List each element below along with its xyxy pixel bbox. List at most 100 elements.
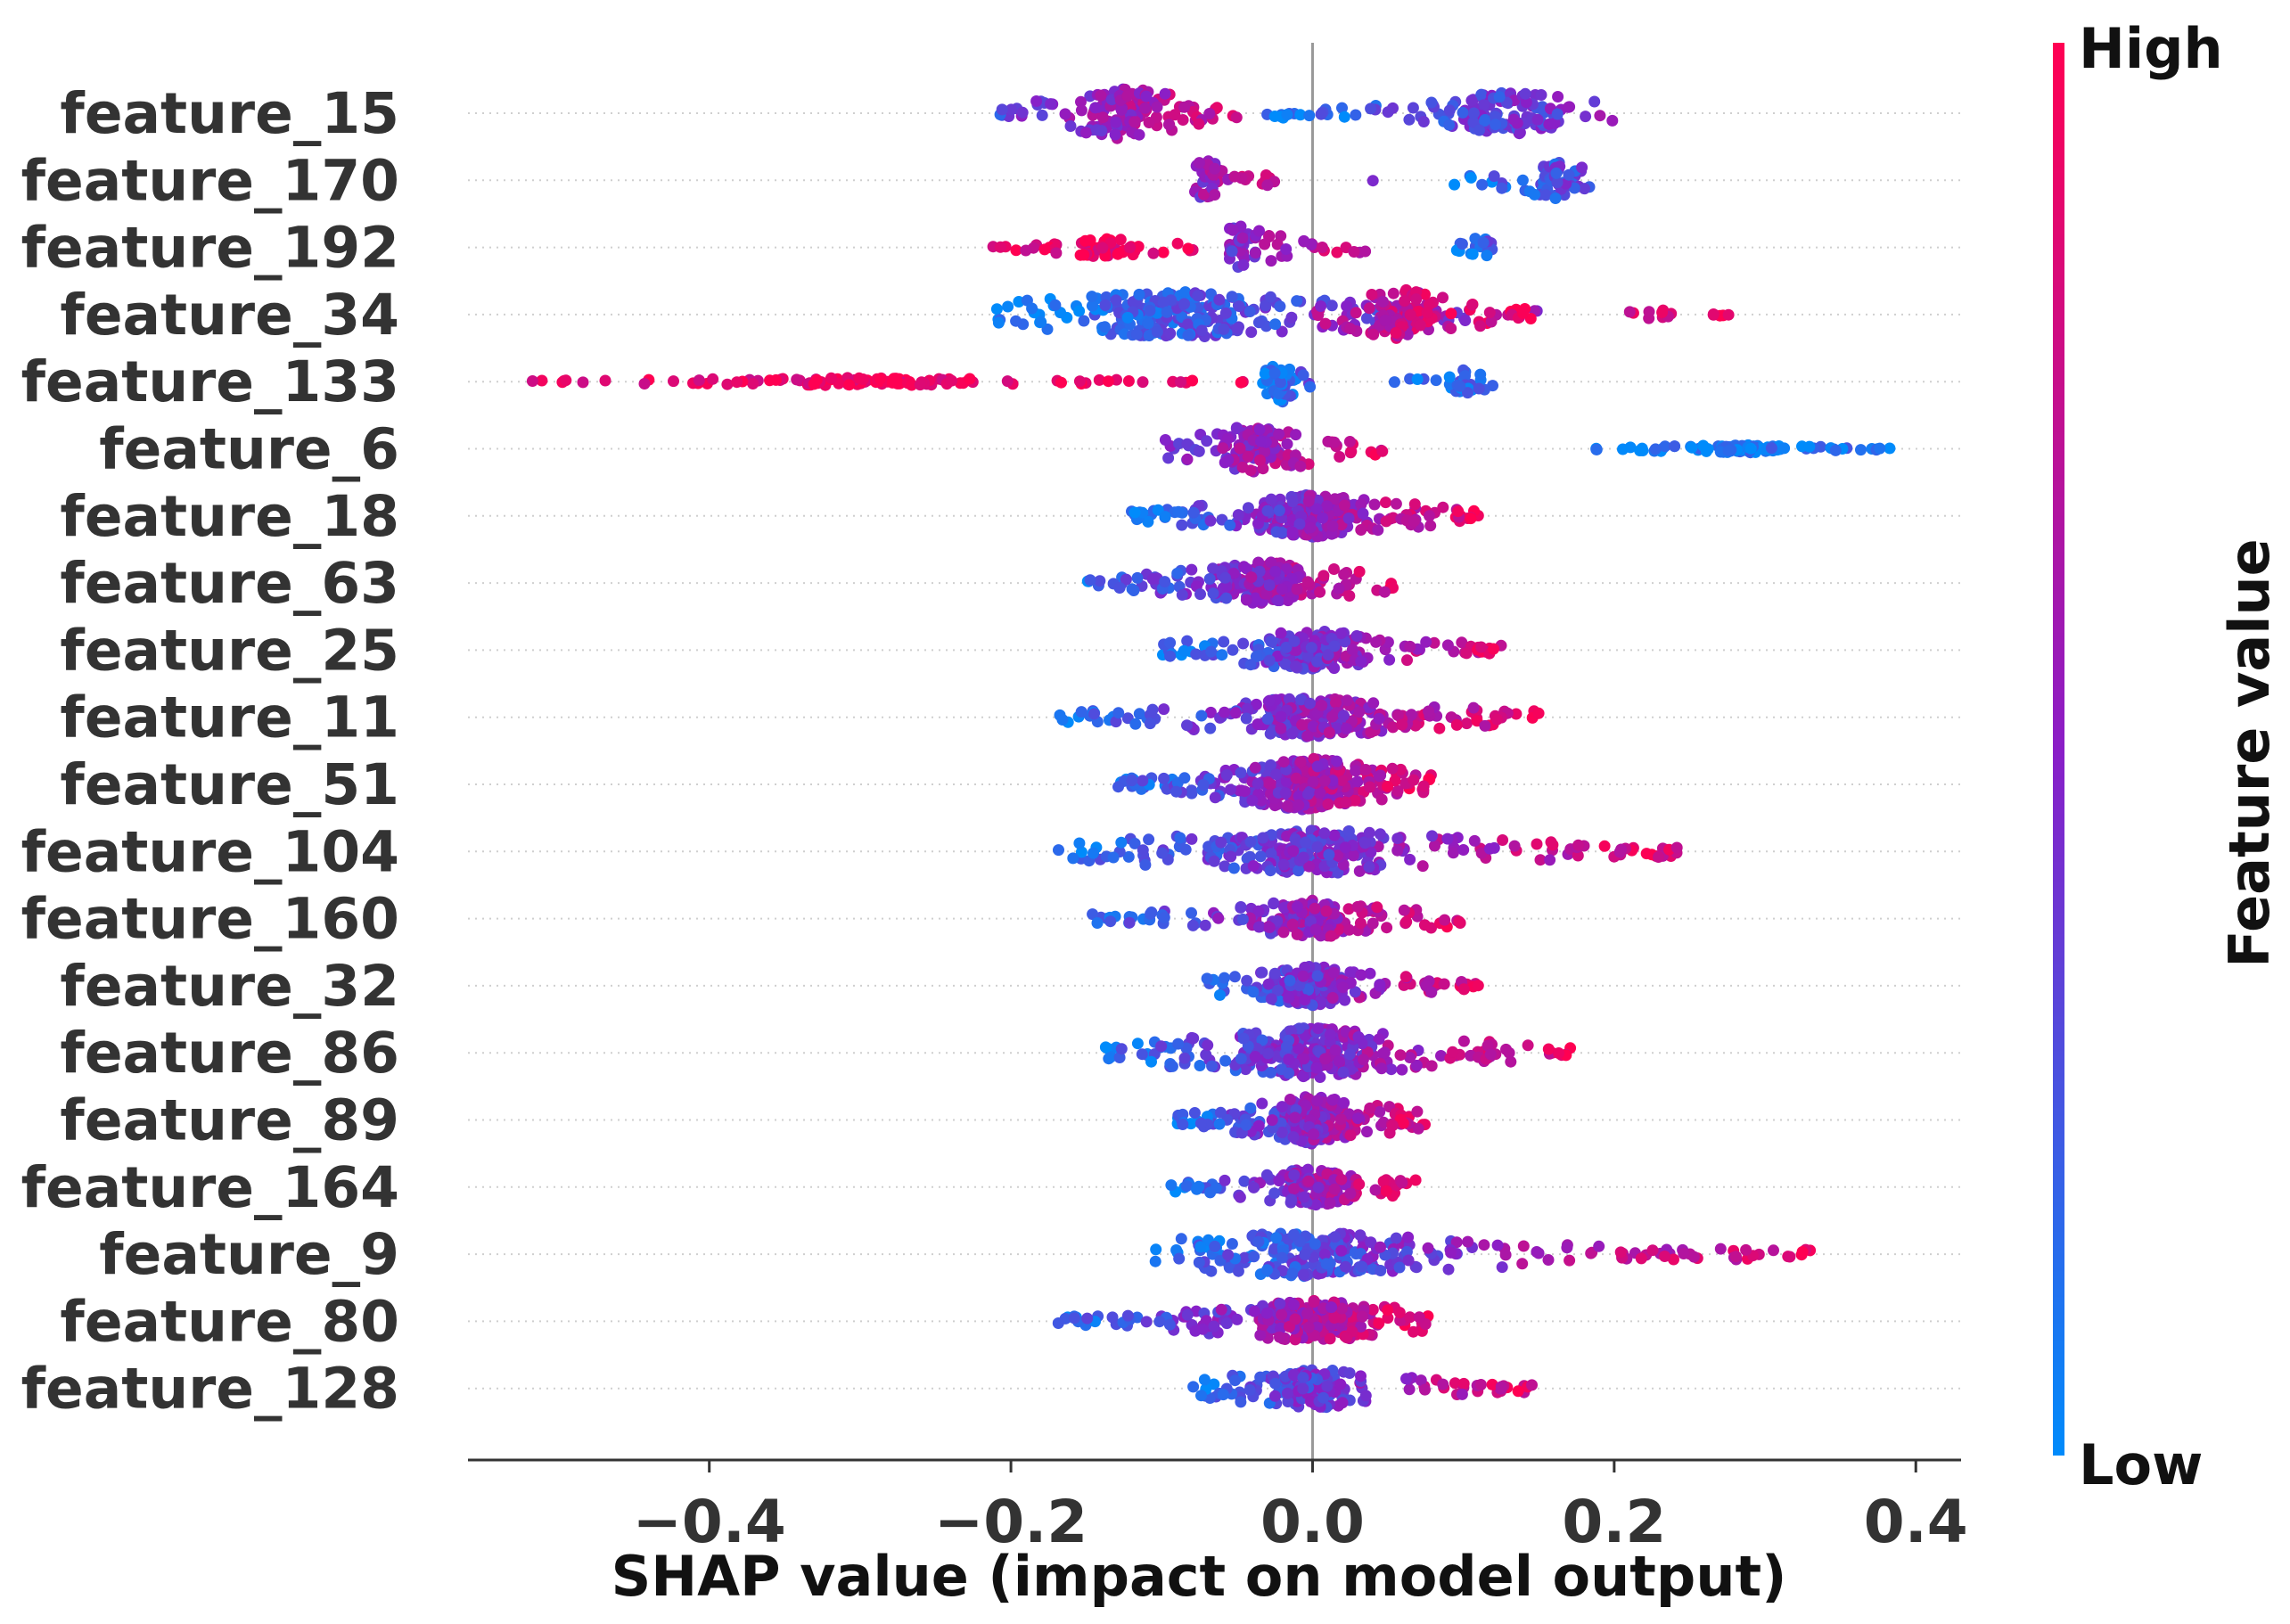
shap-point [1290,429,1302,441]
shap-point [1722,308,1735,321]
shap-point [1271,238,1284,250]
shap-point [1367,328,1380,340]
shap-point [1186,906,1197,919]
shap-point [1272,595,1285,607]
shap-point [1281,438,1293,450]
shap-point [1252,316,1265,329]
shap-point [1249,592,1261,604]
shap-point [1304,1396,1317,1407]
shap-point [1299,1249,1311,1260]
shap-point [1617,443,1629,455]
shap-point [1687,1251,1700,1263]
shap-point [1336,1397,1349,1409]
shap-point [1169,109,1181,121]
shap-point [1486,1378,1498,1390]
shap-point [1517,1240,1530,1252]
shap-point [1467,116,1480,128]
shap-point [1254,1329,1267,1341]
shap-point [1308,1296,1320,1308]
shap-point [1129,116,1141,128]
shap-point [1339,994,1351,1006]
shap-point [1311,655,1323,668]
shap-point [1237,637,1250,650]
shap-point [1186,919,1199,931]
shap-point [964,373,976,385]
shap-point [1507,113,1520,126]
shap-point [1196,1323,1209,1335]
shap-point [1376,445,1389,457]
shap-point [1411,1105,1424,1118]
shap-point [1308,1128,1320,1140]
shap-point [1182,242,1194,255]
shap-point [1260,169,1272,181]
shap-point [560,374,572,387]
shap-point [1197,188,1210,201]
shap-point [1121,311,1134,324]
shap-point [1294,109,1307,121]
shap-point [1410,1059,1423,1071]
shap-point [1285,1193,1298,1206]
shap-point [1333,1055,1345,1068]
shap-point [1276,1308,1288,1321]
shap-point [1287,1368,1300,1381]
shap-point [1343,436,1356,447]
shap-point [1038,243,1051,256]
shap-point [1016,106,1029,119]
shap-point [1269,1377,1282,1390]
shap-point [1357,507,1369,520]
shap-point [1309,1199,1322,1211]
shap-point [1379,315,1391,326]
shap-point [1500,1043,1512,1055]
shap-point [1472,980,1484,992]
shap-point [1264,865,1276,877]
feature-label: feature_170 [21,148,399,213]
shap-point [1030,95,1043,107]
shap-point [1342,825,1355,837]
shap-point [825,372,837,384]
shap-point [1318,775,1331,787]
shap-point [1281,562,1293,575]
shap-point [1265,636,1277,648]
shap-point [1457,1035,1470,1047]
shap-point [1551,176,1564,189]
shap-point [1084,234,1096,246]
shap-point [1383,653,1396,666]
shap-point [1418,919,1431,931]
shap-point [1256,1034,1268,1046]
shap-point [1311,760,1324,773]
shap-point [1382,781,1394,792]
shap-point [1479,115,1490,127]
shap-point [1659,440,1671,453]
shap-point [1279,658,1292,670]
shap-point [1253,423,1266,436]
shap-point [1240,712,1252,725]
shap-point [1380,1185,1392,1197]
shap-point [1252,1120,1265,1132]
shap-point [1181,453,1194,465]
shap-point [1266,1114,1278,1127]
shap-point [1346,644,1358,656]
shap-point [1245,326,1258,339]
shap-point [1099,299,1112,311]
shap-point [1140,90,1153,103]
shap-point [1447,1046,1459,1058]
shap-point [1283,991,1295,1004]
shap-point [1489,111,1501,123]
shap-point [1045,98,1057,111]
shap-point [1202,1039,1214,1052]
shap-point [1209,162,1221,175]
shap-point [1324,1333,1336,1345]
shap-point [1387,287,1399,299]
shap-point [1407,102,1419,114]
shap-point [1526,1379,1538,1391]
shap-point [1404,853,1416,865]
shap-point [1337,709,1350,722]
shap-point [1417,116,1430,127]
shap-point [1456,238,1468,250]
shap-point [1204,722,1217,734]
shap-point [1293,1042,1305,1054]
shap-point [1425,986,1438,998]
shap-point [1253,565,1266,578]
shap-point [1390,326,1402,339]
shap-point [1274,1298,1286,1310]
